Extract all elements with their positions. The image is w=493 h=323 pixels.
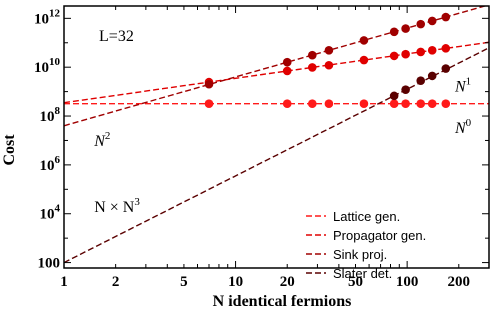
data-point bbox=[416, 47, 426, 57]
data-point bbox=[282, 99, 292, 108]
x-axis-label: N identical fermions bbox=[213, 293, 352, 310]
data-point bbox=[359, 55, 369, 65]
y-tick-label: 108 bbox=[40, 105, 61, 125]
data-point bbox=[401, 99, 410, 108]
data-point bbox=[416, 76, 426, 85]
legend-label: Lattice gen. bbox=[333, 209, 400, 224]
data-point bbox=[359, 36, 369, 45]
data-point bbox=[416, 19, 426, 29]
legend-label: Slater det. bbox=[333, 266, 392, 281]
annotation: N2 bbox=[93, 130, 110, 150]
data-point bbox=[401, 85, 410, 94]
data-point bbox=[324, 60, 334, 70]
data-point bbox=[401, 49, 410, 59]
data-point bbox=[441, 99, 451, 108]
data-point bbox=[282, 66, 292, 76]
data-point bbox=[427, 16, 437, 26]
y-tick-label: 106 bbox=[40, 154, 61, 174]
y-tick-label: 104 bbox=[40, 203, 61, 223]
data-point bbox=[416, 99, 426, 108]
data-point bbox=[441, 12, 451, 22]
data-point bbox=[282, 57, 292, 67]
data-point bbox=[389, 27, 399, 37]
fit-line-2 bbox=[64, 6, 488, 127]
data-point bbox=[307, 50, 317, 60]
data-point bbox=[324, 99, 334, 108]
data-point bbox=[204, 79, 214, 89]
x-tick-label: 1 bbox=[60, 274, 68, 290]
data-point bbox=[307, 63, 317, 72]
annotations: L=32 N1 N0 N2 N × N3 bbox=[93, 28, 471, 216]
fit-line-1 bbox=[64, 41, 489, 104]
x-tick-label: 2 bbox=[112, 274, 120, 290]
data-point bbox=[427, 99, 437, 108]
y-tick-label: 100 bbox=[38, 256, 61, 272]
data-point bbox=[389, 91, 399, 101]
annotation: N × N3 bbox=[94, 196, 140, 216]
annotation: L=32 bbox=[99, 28, 134, 45]
data-point bbox=[307, 99, 317, 108]
data-point bbox=[427, 71, 437, 81]
data-point bbox=[389, 51, 399, 61]
data-point bbox=[401, 24, 410, 33]
data-point bbox=[441, 64, 451, 73]
legend-label: Propagator gen. bbox=[333, 228, 426, 243]
plot-markers bbox=[204, 12, 451, 108]
x-tick-label: 20 bbox=[280, 274, 295, 290]
plot-frame bbox=[63, 5, 490, 269]
x-tick-label: 200 bbox=[448, 274, 471, 290]
data-point bbox=[441, 44, 451, 53]
y-tick-label: 1012 bbox=[34, 7, 61, 27]
data-point bbox=[427, 46, 437, 55]
data-point bbox=[359, 99, 369, 108]
y-tick-label: 1010 bbox=[34, 56, 61, 76]
x-tick-label: 5 bbox=[180, 274, 188, 290]
legend: Lattice gen. Propagator gen. Sink proj. Sla… bbox=[306, 209, 426, 281]
annotation: N1 bbox=[454, 76, 471, 96]
annotation: N0 bbox=[454, 117, 472, 137]
y-axis-label: Cost bbox=[1, 134, 18, 166]
data-point bbox=[324, 46, 334, 55]
x-tick-label: 50 bbox=[348, 274, 363, 290]
x-tick-label: 100 bbox=[396, 274, 419, 290]
data-point bbox=[389, 99, 399, 108]
x-tick-label: 10 bbox=[228, 274, 243, 290]
legend-label: Sink proj. bbox=[333, 247, 387, 262]
data-point bbox=[204, 99, 214, 108]
